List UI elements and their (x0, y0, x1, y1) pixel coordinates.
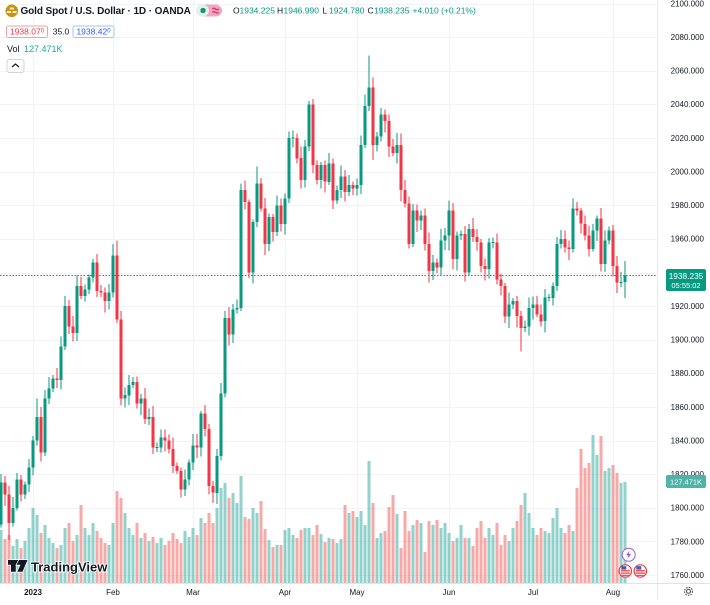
svg-text:2080.000: 2080.000 (671, 33, 705, 42)
svg-text:1938.235: 1938.235 (374, 5, 410, 15)
svg-text:1920.000: 1920.000 (671, 302, 705, 311)
svg-text:1760.000: 1760.000 (671, 571, 705, 580)
svg-text:1840.000: 1840.000 (671, 436, 705, 445)
svg-text:Feb: Feb (106, 588, 120, 597)
svg-text:1860.000: 1860.000 (671, 403, 705, 412)
svg-text:May: May (349, 588, 364, 597)
svg-text:1900.000: 1900.000 (671, 336, 705, 345)
svg-text:1820.000: 1820.000 (671, 470, 705, 479)
svg-text:05:55:02: 05:55:02 (671, 281, 700, 290)
svg-text:O: O (233, 5, 240, 15)
svg-text:C: C (368, 5, 374, 15)
svg-text:L: L (323, 5, 328, 15)
svg-text:2100.000: 2100.000 (671, 0, 705, 8)
svg-text:TradingView: TradingView (31, 560, 108, 575)
svg-text:1800.000: 1800.000 (671, 504, 705, 513)
svg-text:2060.000: 2060.000 (671, 67, 705, 76)
svg-text:Aug: Aug (606, 588, 620, 597)
svg-text:35.0: 35.0 (53, 27, 70, 37)
svg-text:1924.780: 1924.780 (329, 5, 365, 15)
svg-text:+4.010 (+0.21%): +4.010 (+0.21%) (413, 5, 476, 15)
svg-text:Gold Spot / U.S. Dollar · 1D ·: Gold Spot / U.S. Dollar · 1D · OANDA (21, 6, 191, 17)
svg-text:1938.420: 1938.420 (76, 27, 111, 37)
svg-text:Mar: Mar (186, 588, 200, 597)
svg-text:Apr: Apr (279, 588, 292, 597)
svg-text:1780.000: 1780.000 (671, 537, 705, 546)
svg-text:127.471K: 127.471K (24, 44, 63, 54)
svg-text:1938.235: 1938.235 (669, 271, 704, 281)
svg-text:2000.000: 2000.000 (671, 168, 705, 177)
svg-text:Jul: Jul (528, 588, 538, 597)
svg-text:1946.990: 1946.990 (284, 5, 320, 15)
svg-text:127.471K: 127.471K (670, 478, 702, 487)
svg-text:H: H (277, 5, 283, 15)
svg-text:1960.000: 1960.000 (671, 235, 705, 244)
svg-text:1934.225: 1934.225 (240, 5, 276, 15)
svg-text:Vol: Vol (7, 44, 20, 54)
svg-text:1880.000: 1880.000 (671, 369, 705, 378)
svg-text:2040.000: 2040.000 (671, 100, 705, 109)
svg-text:2023: 2023 (24, 588, 42, 597)
svg-text:1938.070: 1938.070 (10, 27, 45, 37)
svg-text:2020.000: 2020.000 (671, 134, 705, 143)
svg-text:Jun: Jun (443, 588, 456, 597)
svg-text:1980.000: 1980.000 (671, 201, 705, 210)
